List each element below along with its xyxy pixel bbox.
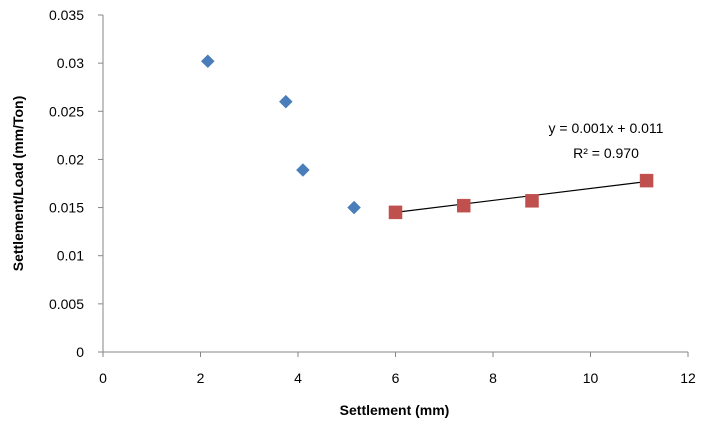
data-point-square bbox=[388, 205, 403, 220]
x-tick-label: 12 bbox=[680, 370, 696, 386]
y-axis-title: Settlement/Load (mm/Ton) bbox=[10, 96, 26, 272]
y-tick-label: 0.01 bbox=[57, 248, 84, 264]
trendline bbox=[395, 180, 647, 213]
axes bbox=[102, 15, 688, 353]
y-tick-label: 0.03 bbox=[57, 55, 84, 71]
trendline-equation: y = 0.001x + 0.011 bbox=[549, 120, 664, 136]
data-point-square bbox=[639, 173, 654, 188]
trendline-r2: R² = 0.970 bbox=[573, 145, 639, 161]
y-tick-label: 0.02 bbox=[57, 151, 84, 167]
y-tick-label: 0.025 bbox=[49, 103, 84, 119]
y-axis-ticks: 0 0.005 0.01 0.015 0.02 0.025 0.03 0.035 bbox=[49, 7, 103, 360]
x-axis-ticks: 0 2 4 6 8 10 12 bbox=[99, 352, 696, 386]
y-tick-label: 0.005 bbox=[49, 296, 84, 312]
x-tick-label: 6 bbox=[392, 370, 400, 386]
y-tick-label: 0.015 bbox=[49, 200, 84, 216]
x-tick-label: 8 bbox=[489, 370, 497, 386]
data-point-diamond bbox=[296, 163, 310, 177]
data-point-square bbox=[457, 198, 471, 213]
data-point-diamond bbox=[347, 200, 361, 215]
trendline-group bbox=[395, 180, 647, 213]
y-tick-label: 0.035 bbox=[49, 7, 84, 23]
data-points bbox=[200, 54, 654, 220]
x-axis-title: Settlement (mm) bbox=[340, 402, 450, 418]
y-tick-label: 0 bbox=[76, 344, 84, 360]
x-tick-label: 10 bbox=[583, 370, 599, 386]
x-tick-label: 0 bbox=[99, 370, 107, 386]
data-point-diamond bbox=[200, 54, 215, 69]
x-tick-label: 4 bbox=[294, 370, 302, 386]
x-tick-label: 2 bbox=[197, 370, 205, 386]
data-point-square bbox=[525, 194, 539, 208]
data-point-diamond bbox=[278, 94, 293, 109]
